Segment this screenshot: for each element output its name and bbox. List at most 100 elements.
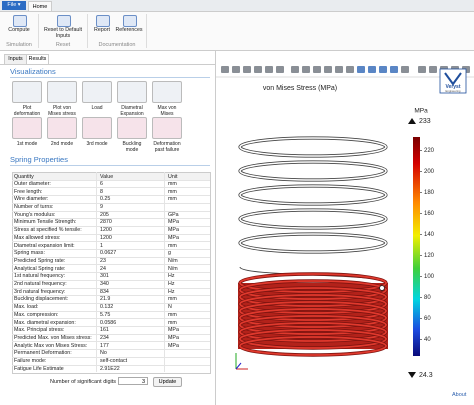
visualization-button[interactable]: Deformation past failure [151, 117, 183, 153]
digits-input[interactable]: 3 [118, 377, 148, 385]
column-header: Unit [168, 173, 178, 180]
quantity-cell: Outer diameter: [14, 180, 51, 187]
toolbar-icon[interactable] [346, 66, 354, 73]
quantity-cell: Young's modulus: [14, 211, 56, 218]
toolbar-icon[interactable] [313, 66, 321, 73]
section-rule [10, 165, 210, 166]
unit-cell: MPa [168, 342, 179, 349]
button-icon [47, 117, 77, 139]
visualization-button[interactable]: Buckling mode [116, 117, 148, 153]
ribbon-button[interactable]: References [115, 27, 143, 33]
file-menu[interactable]: File ▾ [2, 1, 26, 10]
ribbon-button[interactable]: Compute [8, 27, 30, 33]
unit-cell: N [168, 304, 172, 311]
unit-cell: Hz [168, 281, 175, 287]
panel-tab[interactable]: Results [26, 54, 49, 64]
compressed-coil-hi [239, 308, 387, 328]
quantity-cell: Wire diameter: [14, 196, 49, 203]
visualization-button[interactable]: Max von Mises [151, 81, 183, 117]
row-line [12, 187, 210, 189]
colorbar-tick-label: 80 [424, 295, 431, 301]
value-cell: 205 [100, 211, 109, 218]
toolbar-icon[interactable] [302, 66, 310, 73]
ribbon-button[interactable]: Reset to Default Inputs [44, 27, 82, 39]
compressed-coil-hi [239, 322, 387, 342]
row-line [12, 210, 210, 212]
row-line [12, 225, 210, 227]
row-line [12, 356, 210, 358]
toolbar-icon[interactable] [368, 66, 376, 73]
value-cell: 234 [100, 334, 109, 341]
toolbar-icon[interactable] [390, 66, 398, 73]
table-frame [12, 172, 211, 375]
toolbar-icon[interactable] [335, 66, 343, 73]
toolbar-icon[interactable] [221, 66, 229, 73]
visualization-button[interactable]: 3rd mode [81, 117, 113, 147]
visualization-button[interactable]: Diametral Expansion [116, 81, 148, 117]
toolbar-icon[interactable] [418, 66, 426, 73]
value-cell: 1 [100, 242, 103, 249]
value-cell: 23 [100, 257, 106, 264]
home-tab[interactable]: Home [28, 1, 52, 12]
unit-cell: N/m [168, 257, 178, 264]
ribbon-group-label: Simulation [6, 42, 32, 48]
quantity-cell: 3rd natural frequency: [14, 288, 66, 295]
table-header-bg [13, 173, 210, 181]
quantity-cell: Max. Principal stress: [14, 327, 65, 334]
colorbar-tick-label: 160 [424, 211, 435, 217]
ribbon: Compute Simulation Reset to Default Inputs… [0, 11, 474, 51]
about-link[interactable]: About [452, 392, 467, 398]
unit-cell: MPa [168, 227, 179, 234]
group-separator [87, 14, 88, 48]
toolbar-icon[interactable] [232, 66, 240, 73]
quantity-cell: Buckling displacement: [14, 296, 69, 303]
button-label: Buckling mode [122, 141, 142, 153]
toolbar-icon[interactable] [429, 66, 437, 73]
toolbar-icon[interactable] [291, 66, 299, 73]
toolbar-icon[interactable] [276, 66, 284, 73]
quantity-cell: 1st natural frequency: [14, 273, 65, 280]
value-cell: self-contact [100, 358, 128, 364]
spring-coil-inner [239, 161, 387, 181]
toolbar-icon[interactable] [265, 66, 273, 73]
visualization-button[interactable]: Plot deformation [11, 81, 43, 117]
visualization-button[interactable]: Plot von Mises stress [46, 81, 78, 117]
unit-cell: g [168, 250, 171, 257]
title-bar [0, 0, 474, 11]
row-line [12, 202, 210, 204]
visualization-button[interactable]: 2nd mode [46, 117, 78, 147]
compressed-coil-hi [239, 273, 387, 293]
button-icon [152, 117, 182, 139]
group-separator [146, 14, 147, 48]
toolbar-icon[interactable] [324, 66, 332, 73]
quantity-cell: Minimum Tensile Strength: [14, 219, 77, 226]
compressed-coil-hi [239, 315, 387, 335]
column-header: Value [100, 173, 114, 180]
toolbar-icon[interactable] [357, 66, 365, 73]
column-line [96, 172, 97, 373]
visualization-button[interactable]: 1st mode [11, 117, 43, 147]
toolbar-icon[interactable] [401, 66, 409, 73]
row-line [12, 279, 210, 281]
update-button[interactable]: Update [153, 377, 182, 387]
unit-cell: mm [168, 188, 177, 195]
logo-box [439, 68, 467, 94]
toolbar-icon[interactable] [254, 66, 262, 73]
column-line [164, 172, 165, 373]
visualization-button[interactable]: Load [81, 81, 113, 111]
value-cell: 340 [100, 281, 109, 287]
row-line [12, 179, 210, 181]
row-line [12, 295, 210, 297]
compressed-coil-hi [239, 301, 387, 321]
section-title: Visualizations [10, 67, 56, 76]
end-marker [379, 285, 385, 291]
toolbar-icon[interactable] [379, 66, 387, 73]
row-line [12, 233, 210, 235]
quantity-cell: Failure mode: [14, 358, 47, 364]
colorbar-tick-label: 220 [424, 148, 435, 154]
value-cell: 2870 [100, 219, 112, 226]
toolbar-icon[interactable] [243, 66, 251, 73]
value-cell: 834 [100, 288, 109, 295]
ribbon-button[interactable]: Report [94, 27, 110, 33]
